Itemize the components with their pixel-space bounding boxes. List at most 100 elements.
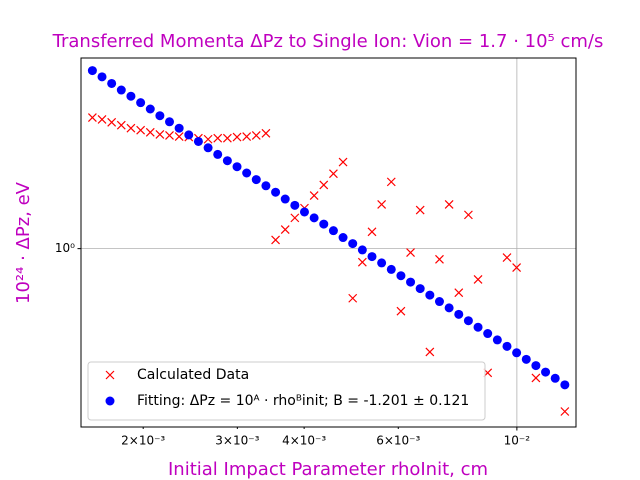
dot: [483, 329, 493, 339]
dot: [502, 341, 512, 351]
dot: [434, 297, 444, 307]
dot: [97, 72, 107, 82]
x-marker: [560, 407, 570, 416]
x-marker: [290, 213, 300, 223]
dot: [126, 91, 136, 101]
dot: [463, 316, 473, 326]
dot: [396, 271, 406, 281]
x-marker: [222, 133, 232, 143]
legend: Calculated Data Fitting: ΔPz = 10ᴬ · rhoᴮ…: [87, 361, 486, 421]
dot: [271, 187, 281, 197]
x-marker: [174, 132, 184, 141]
dot: [338, 233, 348, 243]
x-marker: [415, 205, 425, 215]
dot: [560, 380, 570, 390]
dot: [550, 373, 560, 383]
grid: [81, 58, 576, 427]
legend-box: [87, 361, 486, 421]
dot: [222, 156, 232, 166]
x-marker: [386, 177, 396, 187]
x-tick-label: 3×10⁻³: [215, 434, 259, 448]
x-tick-label: 6×10⁻³: [376, 434, 420, 448]
x-marker: [473, 275, 483, 284]
dot: [454, 309, 464, 319]
x-marker: [425, 347, 435, 357]
dot: [386, 264, 396, 274]
dot: [309, 213, 319, 223]
x-marker: [145, 127, 155, 137]
x-marker: [377, 199, 387, 209]
dot: [531, 361, 541, 371]
dot: [87, 66, 97, 76]
plot-marks: [87, 66, 570, 416]
x-marker: [126, 123, 136, 133]
x-marker: [348, 293, 358, 303]
x-marker: [251, 131, 261, 140]
x-marker: [232, 132, 242, 142]
dot: [251, 175, 261, 185]
legend-label: Fitting: ΔPz = 10ᴬ · rhoᴮinit; B = -1.20…: [137, 393, 469, 409]
x-marker: [136, 125, 146, 135]
x-marker: [261, 128, 271, 138]
dot: [203, 143, 213, 153]
dot: [512, 348, 522, 358]
dot: [328, 226, 338, 236]
dot: [280, 194, 290, 204]
axes: 2×10⁻³ 3×10⁻³ 4×10⁻³ 6×10⁻³ 10⁻² 10⁰: [55, 241, 530, 447]
y-tick-label: 10⁰: [55, 241, 75, 255]
dot: [174, 123, 184, 133]
dot: [116, 85, 126, 95]
dot: [541, 367, 551, 377]
dot: [232, 162, 242, 172]
x-marker: [116, 120, 126, 130]
dot: [145, 104, 155, 114]
x-marker: [502, 253, 512, 262]
dot: [444, 303, 454, 313]
x-marker: [155, 129, 165, 139]
dot: [377, 258, 387, 268]
dot: [319, 219, 329, 229]
dot: [406, 277, 416, 287]
dot: [242, 168, 252, 178]
x-marker: [435, 254, 444, 264]
x-tick-label: 10⁻²: [504, 434, 531, 448]
x-marker: [280, 225, 290, 234]
dot: [290, 200, 300, 210]
x-marker: [531, 373, 541, 383]
x-marker: [203, 134, 213, 144]
chart-title: Transferred Momenta ΔPz to Single Ion: V…: [52, 31, 604, 52]
x-marker: [97, 114, 107, 124]
dot: [213, 149, 223, 159]
x-marker: [105, 370, 115, 380]
dot: [348, 239, 358, 249]
x-marker: [165, 131, 174, 140]
dot: [425, 290, 435, 300]
x-axis-label: Initial Impact Parameter rhoInit, cm: [168, 459, 488, 480]
x-marker: [463, 210, 473, 220]
dot: [473, 322, 483, 332]
x-marker: [396, 306, 406, 316]
dot: [492, 335, 502, 345]
x-marker: [444, 199, 454, 209]
legend-label: Calculated Data: [137, 367, 249, 383]
dot: [299, 207, 309, 217]
dot: [261, 181, 271, 191]
x-marker: [87, 113, 97, 122]
x-tick-label: 2×10⁻³: [121, 434, 165, 448]
x-marker: [357, 257, 367, 267]
dot: [367, 252, 377, 262]
dot: [193, 136, 203, 146]
x-marker: [512, 263, 522, 273]
x-tick-label: 4×10⁻³: [282, 434, 326, 448]
x-marker: [454, 288, 464, 298]
x-marker: [367, 227, 377, 237]
x-marker: [213, 133, 223, 143]
y-axis-label: 10²⁴ · ΔPz, eV: [13, 181, 34, 304]
dot: [107, 78, 117, 88]
x-marker: [309, 191, 319, 201]
dot: [165, 117, 175, 127]
x-marker: [271, 235, 280, 245]
dot: [155, 111, 165, 121]
dot: [357, 245, 367, 255]
